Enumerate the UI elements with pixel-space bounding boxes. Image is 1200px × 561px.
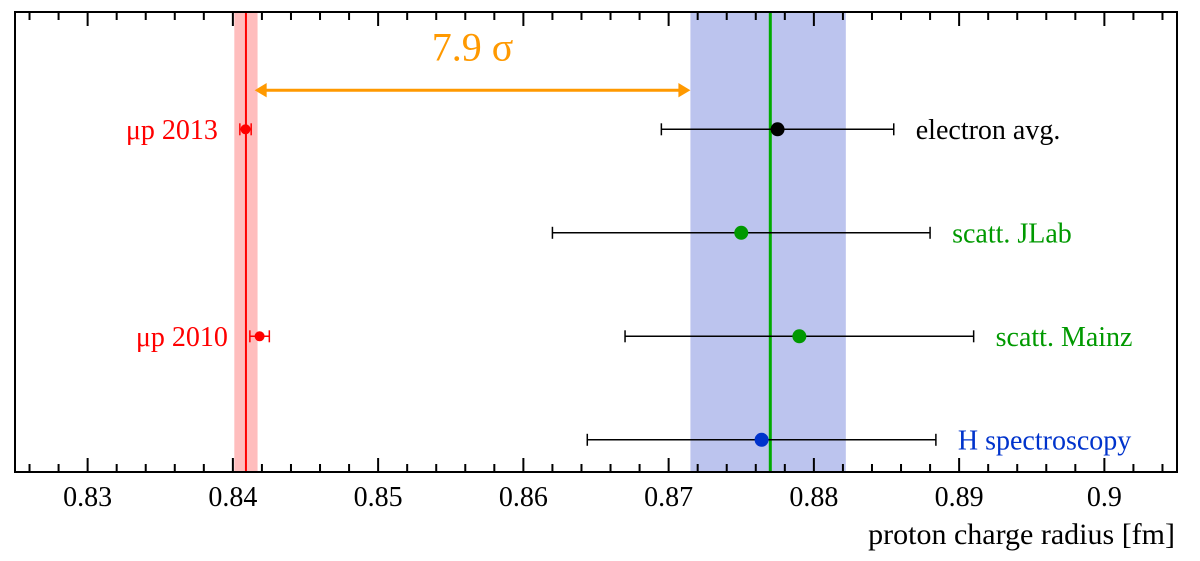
x-tick-label: 0.9 <box>1087 482 1122 513</box>
x-tick-label: 0.86 <box>499 482 548 513</box>
label-mup-2013: μp 2013 <box>126 115 218 146</box>
x-axis-label: proton charge radius [fm] <box>868 518 1175 551</box>
label-scatt-jlab: scatt. JLab <box>952 219 1072 250</box>
data-point-mup-2013 <box>241 124 251 134</box>
x-tick-label: 0.83 <box>63 482 112 513</box>
x-tick-label: 0.88 <box>789 482 838 513</box>
x-tick-label: 0.87 <box>644 482 693 513</box>
data-point-mup-2010 <box>255 331 265 341</box>
label-electron-avg: electron avg. <box>916 115 1061 146</box>
proton-radius-chart: 0.83 0.84 0.85 0.86 0.87 0.88 0.89 0.9 7.9 σ H … <box>0 0 1200 561</box>
data-point-h-spectroscopy <box>755 433 769 447</box>
x-tick-label: 0.85 <box>354 482 403 513</box>
label-scatt-mainz: scatt. Mainz <box>996 322 1133 353</box>
sigma-label: 7.9 σ <box>432 25 514 70</box>
data-point-scatt-jlab <box>734 226 748 240</box>
label-mup-2010: μp 2010 <box>136 322 228 353</box>
label-h-spectroscopy: H spectroscopy <box>958 426 1131 457</box>
data-point-electron-avg <box>771 122 785 136</box>
x-tick-label: 0.89 <box>935 482 984 513</box>
x-tick-label: 0.84 <box>208 482 257 513</box>
data-point-scatt-mainz <box>792 329 806 343</box>
